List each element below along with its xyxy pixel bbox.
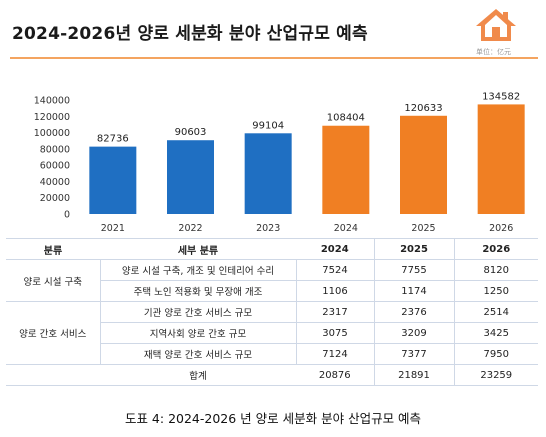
cell-2026: 1250 <box>454 280 538 302</box>
data-label: 120633 <box>404 103 442 114</box>
x-tick-label: 2024 <box>334 223 358 234</box>
table-row: 양로 간호 서비스 기관 양로 간호 서비스 규모 2317 2376 2514 <box>6 301 538 365</box>
data-table: 분류 세부 분류 2024 2025 2026 양로 시설 구축 양로 시설 구… <box>6 238 538 386</box>
page-title: 2024-2026년 양로 세분화 분야 산업규모 예측 <box>12 24 368 44</box>
cell-2024: 1106 <box>296 280 375 302</box>
cell-2025: 7755 <box>374 259 455 281</box>
cell-2026: 2514 <box>454 301 538 323</box>
bar-2022 <box>167 140 214 214</box>
figure-caption: 도표 4: 2024-2026 년 양로 세분화 분야 산업규모 예측 <box>124 411 422 426</box>
table-row: 재택 양로 간호 서비스 규모 7124 7377 7950 <box>6 343 538 365</box>
table-header-row: 분류 세부 분류 2024 2025 2026 <box>6 238 538 260</box>
cell-2026: 3425 <box>454 322 538 344</box>
table-total-row: 합계 20876 21891 23259 <box>6 364 538 386</box>
table-row: 양로 시설 구축 양로 시설 구축, 개조 및 인테리어 수리 7524 775… <box>6 259 538 302</box>
x-tick-label: 2021 <box>101 223 125 234</box>
bar-2024 <box>322 125 370 214</box>
table-row: 주택 노인 적용화 및 무장애 개조 1106 1174 1250 <box>6 280 538 302</box>
total-spacer <box>6 364 100 386</box>
bar-2025 <box>400 115 447 214</box>
row-item-label: 지역사회 양로 간호 규모 <box>100 322 297 344</box>
bar-2021 <box>89 146 137 214</box>
row-item-label: 양로 시설 구축, 개조 및 인테리어 수리 <box>100 259 297 281</box>
data-label: 134582 <box>482 91 520 102</box>
data-label: 90603 <box>175 127 207 138</box>
row-group-label: 양로 시설 구축 <box>6 259 101 302</box>
row-item-label: 기관 양로 간호 서비스 규모 <box>100 301 297 323</box>
header-2026: 2026 <box>454 238 538 260</box>
y-tick-label: 60000 <box>40 161 70 172</box>
row-item-label: 주택 노인 적용화 및 무장애 개조 <box>100 280 297 302</box>
y-tick-label: 120000 <box>34 112 70 123</box>
total-2026: 23259 <box>454 364 538 386</box>
bar-2026 <box>477 104 525 214</box>
data-label: 99104 <box>252 120 284 131</box>
total-2025: 21891 <box>374 364 455 386</box>
x-tick-label: 2025 <box>411 223 435 234</box>
x-tick-label: 2026 <box>489 223 513 234</box>
x-tick-label: 2023 <box>256 223 280 234</box>
y-tick-label: 80000 <box>40 144 70 155</box>
header-divider <box>10 57 538 59</box>
data-label: 108404 <box>327 113 365 124</box>
cell-2024: 7524 <box>296 259 375 281</box>
x-tick-label: 2022 <box>178 223 202 234</box>
house-icon <box>476 9 516 41</box>
header-item: 세부 분류 <box>100 238 296 260</box>
cell-2024: 2317 <box>296 301 375 323</box>
cell-2025: 2376 <box>374 301 455 323</box>
row-group-label: 양로 간호 서비스 <box>6 301 101 365</box>
cell-2025: 7377 <box>374 343 455 365</box>
cell-2026: 7950 <box>454 343 538 365</box>
total-label: 합계 <box>100 364 296 386</box>
cell-2024: 7124 <box>296 343 375 365</box>
bar-2023 <box>244 133 292 214</box>
y-tick-label: 140000 <box>34 96 70 107</box>
table-row: 지역사회 양로 간호 규모 3075 3209 3425 <box>6 322 538 344</box>
y-tick-label: 100000 <box>34 128 70 139</box>
row-item-label: 재택 양로 간호 서비스 규모 <box>100 343 297 365</box>
cell-2025: 1174 <box>374 280 455 302</box>
header-category: 분류 <box>6 238 100 260</box>
cell-2025: 3209 <box>374 322 455 344</box>
total-2024: 20876 <box>296 364 375 386</box>
header-2025: 2025 <box>374 238 455 260</box>
bar-chart: 0 20000 40000 60000 80000 100000 120000 140000 8… <box>34 91 525 234</box>
y-tick-label: 0 <box>64 210 70 221</box>
cell-2024: 3075 <box>296 322 375 344</box>
y-tick-label: 40000 <box>40 177 70 188</box>
unit-label: 单位：亿元 <box>476 48 511 56</box>
y-tick-label: 20000 <box>40 193 70 204</box>
cell-2026: 8120 <box>454 259 538 281</box>
data-label: 82736 <box>97 134 129 145</box>
header-2024: 2024 <box>296 238 375 260</box>
